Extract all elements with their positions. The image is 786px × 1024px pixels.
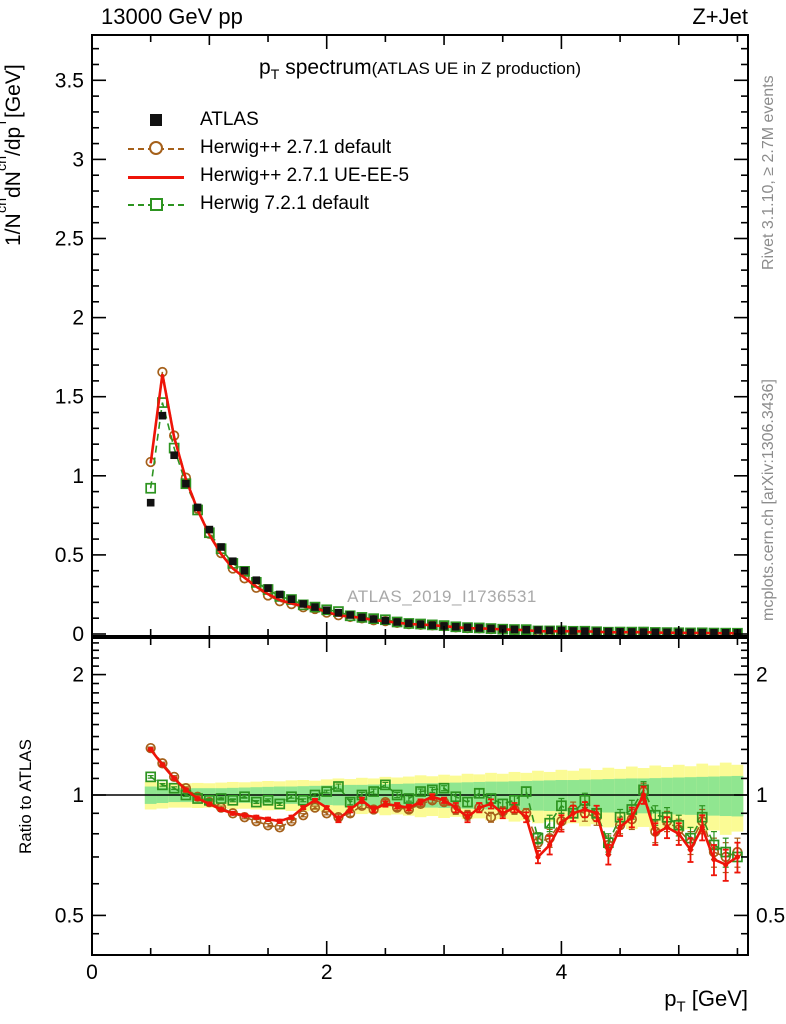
svg-text:0: 0 [72, 623, 84, 646]
svg-text:2: 2 [72, 307, 84, 330]
solid-line-icon [128, 169, 184, 183]
legend-item-atlas: ATLAS [128, 106, 409, 134]
svg-text:1: 1 [756, 784, 768, 807]
plot-title-main: pT spectrum [258, 56, 372, 84]
rivet-version-note: Rivet 3.1.10, ≥ 2.7M events [760, 75, 777, 271]
main-y-axis-label: 1/N ch dN ch/dp T [GeV] [0, 64, 25, 246]
svg-text:2: 2 [321, 961, 333, 984]
svg-text:0.5: 0.5 [55, 904, 84, 927]
svg-text:0.5: 0.5 [756, 904, 785, 927]
legend-label: ATLAS [200, 109, 259, 130]
filled-square-icon [128, 113, 184, 127]
x-axis-label: pT [GeV] [664, 986, 748, 1016]
svg-text:2: 2 [756, 664, 768, 687]
svg-text:0: 0 [86, 961, 98, 984]
svg-text:3: 3 [72, 148, 84, 171]
analysis-id-watermark: ATLAS_2019_I1736531 [347, 587, 537, 606]
legend-label: Herwig 7.2.1 default [200, 193, 369, 214]
open-circle-dashed-line-icon [128, 141, 184, 155]
svg-text:1: 1 [72, 465, 84, 488]
svg-text:2: 2 [72, 664, 84, 687]
plot-title-paren: (ATLAS UE in Z production) [371, 59, 582, 78]
legend-item-herwig7-default: Herwig 7.2.1 default [128, 190, 409, 218]
legend: ATLAS Herwig++ 2.7.1 default Herwig++ 2.… [128, 106, 409, 218]
svg-text:4: 4 [556, 961, 568, 984]
open-square-dashed-line-icon [128, 197, 184, 211]
svg-text:0.5: 0.5 [55, 544, 84, 567]
ratio-y-axis-label: Ratio to ATLAS [16, 739, 35, 855]
svg-text:1.5: 1.5 [55, 386, 84, 409]
beam-energy-label: 13000 GeV pp [101, 4, 243, 29]
legend-item-herwigpp-default: Herwig++ 2.7.1 default [128, 134, 409, 162]
svg-text:1: 1 [72, 784, 84, 807]
svg-text:2.5: 2.5 [55, 228, 84, 251]
legend-item-herwigpp-ueee5: Herwig++ 2.7.1 UE-EE-5 [128, 162, 409, 190]
process-label: Z+Jet [692, 4, 748, 29]
plot-title: pT spectrum(ATLAS UE in Z production) [92, 56, 748, 84]
legend-label: Herwig++ 2.7.1 default [200, 137, 392, 158]
legend-label: Herwig++ 2.7.1 UE-EE-5 [200, 165, 410, 186]
svg-text:3.5: 3.5 [55, 69, 84, 92]
